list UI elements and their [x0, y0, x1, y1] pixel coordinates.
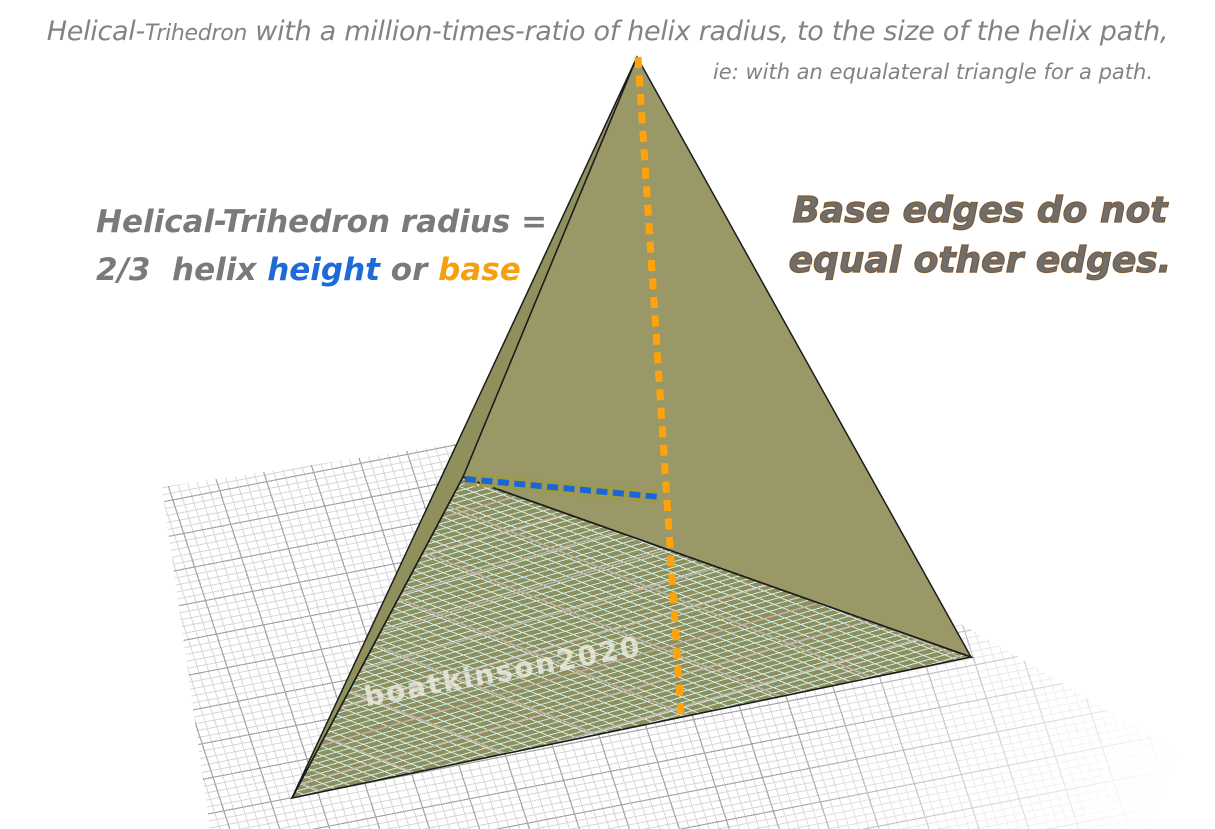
- title-part-small: Trihedron: [144, 21, 248, 46]
- radius-note-line2: 2/3 helix height or base: [96, 246, 547, 294]
- title-part-large: Helical-: [46, 16, 145, 47]
- radius-dash-halo: [464, 472, 661, 504]
- base-triangle-outline: [290, 476, 974, 800]
- radius-note-line1: Helical-Trihedron radius =: [96, 204, 548, 240]
- title-part-rest: with a million-times-ratio of helix radi…: [247, 16, 1169, 47]
- radius-note-prefix: 2/3 helix: [96, 252, 268, 289]
- radius-note-height-word: height: [267, 252, 380, 289]
- radius-note: Helical-Trihedron radius = 2/3 helix hei…: [96, 198, 547, 294]
- diagram-title: Helical-Trihedron with a million-times-r…: [0, 16, 1215, 47]
- diagram-subtitle: ie: with an equalateral triangle for a p…: [712, 60, 1153, 84]
- edges-note: Base edges do not equal other edges.: [780, 186, 1180, 285]
- radius-note-or-word: or: [380, 252, 439, 289]
- edges-note-line2: equal other edges.: [788, 239, 1172, 281]
- edges-note-line1: Base edges do not: [792, 189, 1168, 231]
- radius-note-base-word: base: [438, 252, 521, 289]
